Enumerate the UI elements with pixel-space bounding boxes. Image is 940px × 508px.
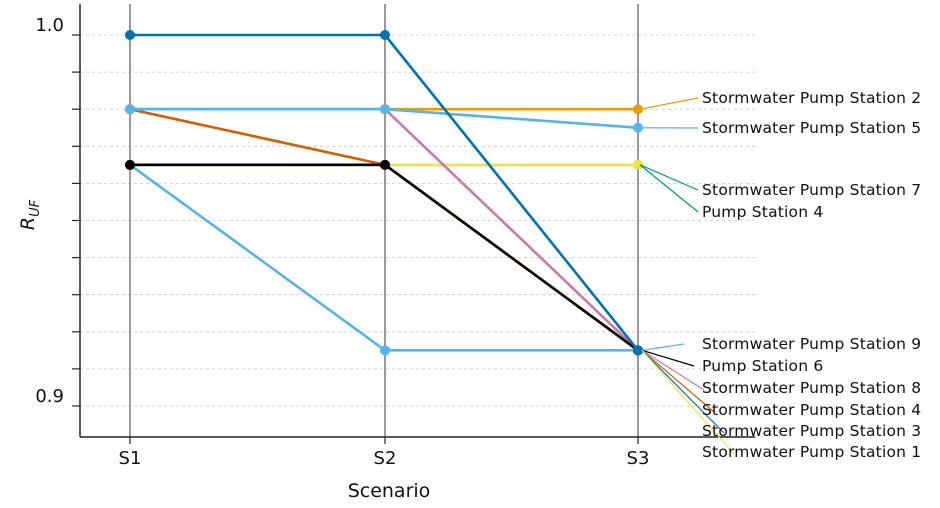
data-point bbox=[125, 104, 135, 115]
series-labels: Stormwater Pump Station 2 Stormwater Pump… bbox=[702, 89, 921, 461]
leader-line bbox=[639, 164, 699, 213]
data-point bbox=[633, 159, 643, 170]
series-label: Stormwater Pump Station 9 bbox=[702, 335, 921, 353]
x-tick-label: S1 bbox=[119, 448, 142, 469]
y-axis-title: RUF bbox=[17, 199, 43, 230]
data-point bbox=[380, 104, 390, 115]
leader-line bbox=[641, 343, 685, 351]
data-point bbox=[633, 104, 643, 115]
leader-line bbox=[641, 349, 715, 413]
series-label: Stormwater Pump Station 5 bbox=[702, 119, 921, 137]
x-axis-title: Scenario bbox=[348, 480, 431, 502]
leader-line bbox=[639, 164, 699, 191]
y-axis-title-sub: UF bbox=[28, 199, 43, 217]
y-tick-label: 1.0 bbox=[35, 15, 64, 36]
data-point bbox=[125, 159, 135, 170]
leader-line bbox=[641, 349, 695, 367]
y-axis-title-main: R bbox=[17, 217, 39, 230]
y-tick-label: 0.9 bbox=[35, 386, 64, 407]
leader-line bbox=[641, 349, 725, 434]
series-line bbox=[125, 104, 643, 133]
tick-labels: 0.9 1.0 S1 S2 S3 bbox=[35, 15, 649, 469]
series-label: Stormwater Pump Station 3 bbox=[702, 422, 921, 440]
series-label: Stormwater Pump Station 2 bbox=[702, 89, 921, 107]
series-label: Stormwater Pump Station 8 bbox=[702, 379, 921, 397]
series-label: Stormwater Pump Station 7 bbox=[702, 181, 921, 199]
series-label: Pump Station 4 bbox=[702, 203, 823, 221]
series-layer bbox=[125, 30, 643, 356]
series-label: Pump Station 6 bbox=[702, 357, 823, 375]
data-point bbox=[633, 345, 643, 356]
category-lines bbox=[129, 4, 639, 437]
data-point bbox=[125, 30, 135, 40]
x-tick-label: S2 bbox=[374, 448, 397, 469]
series-line bbox=[125, 30, 643, 356]
label-leaders bbox=[639, 97, 735, 455]
leader-line bbox=[641, 349, 735, 455]
data-point bbox=[380, 345, 390, 356]
leader-line bbox=[639, 97, 699, 110]
series-label: Stormwater Pump Station 1 bbox=[702, 443, 921, 461]
grid-layer bbox=[80, 34, 755, 407]
series-label: Stormwater Pump Station 4 bbox=[702, 401, 921, 419]
data-point bbox=[633, 122, 643, 133]
data-point bbox=[380, 159, 390, 170]
data-point bbox=[380, 30, 390, 40]
x-tick-label: S3 bbox=[627, 448, 650, 469]
leader-line bbox=[641, 349, 705, 391]
